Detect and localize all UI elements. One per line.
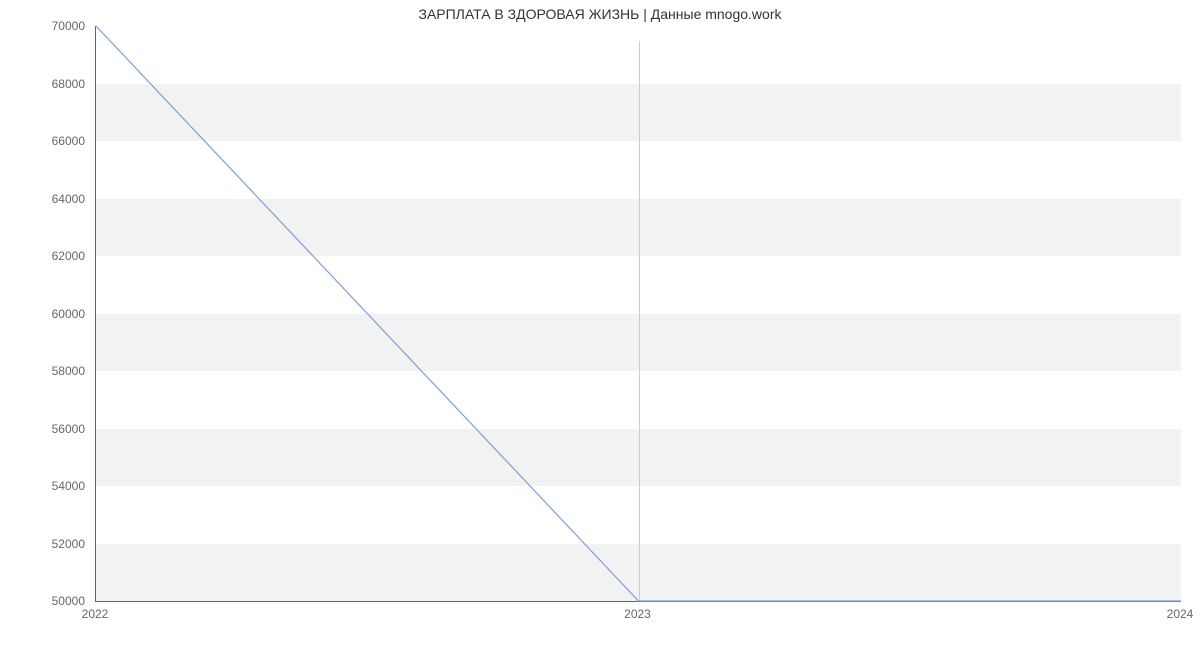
series-line (96, 26, 1181, 601)
y-tick-label: 68000 (0, 77, 85, 91)
y-tick-label: 70000 (0, 19, 85, 33)
chart-container: { "chart": { "type": "line", "title": "З… (0, 0, 1200, 650)
y-tick-label: 56000 (0, 422, 85, 436)
x-tick-label: 2024 (1167, 607, 1194, 621)
y-tick-label: 50000 (0, 594, 85, 608)
x-tick-label: 2023 (624, 607, 651, 621)
x-tick-label: 2022 (82, 607, 109, 621)
y-tick-label: 66000 (0, 134, 85, 148)
y-tick-label: 60000 (0, 307, 85, 321)
y-tick-label: 64000 (0, 192, 85, 206)
y-tick-label: 54000 (0, 479, 85, 493)
plot-area (95, 26, 1181, 602)
y-tick-label: 58000 (0, 364, 85, 378)
y-tick-label: 52000 (0, 537, 85, 551)
y-tick-label: 62000 (0, 249, 85, 263)
line-layer (96, 26, 1181, 601)
chart-title: ЗАРПЛАТА В ЗДОРОВАЯ ЖИЗНЬ | Данные mnogo… (0, 6, 1200, 22)
